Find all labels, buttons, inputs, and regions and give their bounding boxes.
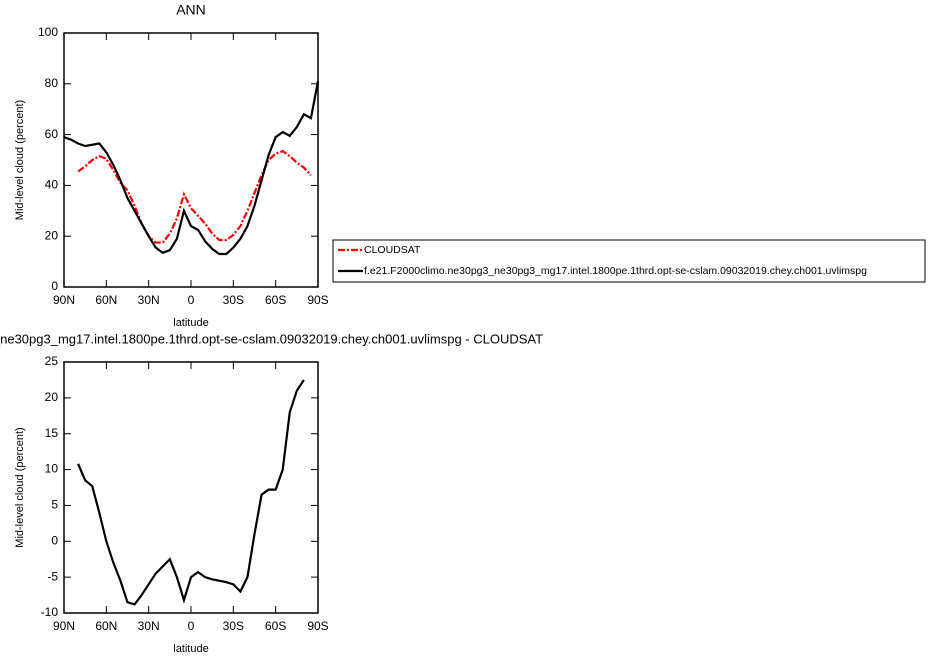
x-axis-label: latitude <box>173 317 208 329</box>
x-tick-label: 90N <box>53 293 75 307</box>
x-tick-label: 60S <box>265 293 286 307</box>
x-tick-label: 60N <box>95 619 117 633</box>
chart-title: f.e21.F2000climo.ne30pg3_ne30pg3_mg17.in… <box>0 331 543 346</box>
x-tick-label: 30S <box>223 619 244 633</box>
x-tick-label: 30S <box>223 293 244 307</box>
y-tick-label: 20 <box>45 390 59 404</box>
x-axis-label: latitude <box>173 643 208 655</box>
x-tick-label: 90S <box>307 293 328 307</box>
y-tick-label: 20 <box>45 228 59 242</box>
y-tick-label: 100 <box>38 25 58 39</box>
x-tick-label: 60S <box>265 619 286 633</box>
y-axis-label: Mid-level cloud (percent) <box>14 100 26 220</box>
y-tick-label: -5 <box>47 569 58 583</box>
y-tick-label: 5 <box>51 498 58 512</box>
y-tick-label: 25 <box>45 354 59 368</box>
y-tick-label: 0 <box>51 279 58 293</box>
series-line <box>77 379 305 606</box>
y-axis-label: Mid-level cloud (percent) <box>14 427 26 547</box>
y-tick-label: 10 <box>45 462 59 476</box>
chart-title: ANN <box>176 2 206 18</box>
legend-box <box>332 239 926 283</box>
y-tick-label: 80 <box>45 76 59 90</box>
x-tick-label: 90S <box>307 619 328 633</box>
x-tick-label: 30N <box>138 293 160 307</box>
y-tick-label: 15 <box>45 426 59 440</box>
series-line <box>77 149 312 244</box>
y-tick-label: -10 <box>41 605 59 619</box>
x-tick-label: 0 <box>188 293 195 307</box>
legend-label: f.e21.F2000climo.ne30pg3_ne30pg3_mg17.in… <box>364 265 867 277</box>
x-tick-label: 0 <box>188 619 195 633</box>
y-tick-label: 0 <box>51 533 58 547</box>
x-tick-label: 30N <box>138 619 160 633</box>
plot-frame <box>63 32 319 288</box>
x-tick-label: 90N <box>53 619 75 633</box>
legend-label: CLOUDSAT <box>364 244 421 256</box>
plot-frame <box>63 361 319 614</box>
y-tick-label: 40 <box>45 178 59 192</box>
x-tick-label: 60N <box>95 293 117 307</box>
y-tick-label: 60 <box>45 127 59 141</box>
series-line <box>63 81 320 256</box>
